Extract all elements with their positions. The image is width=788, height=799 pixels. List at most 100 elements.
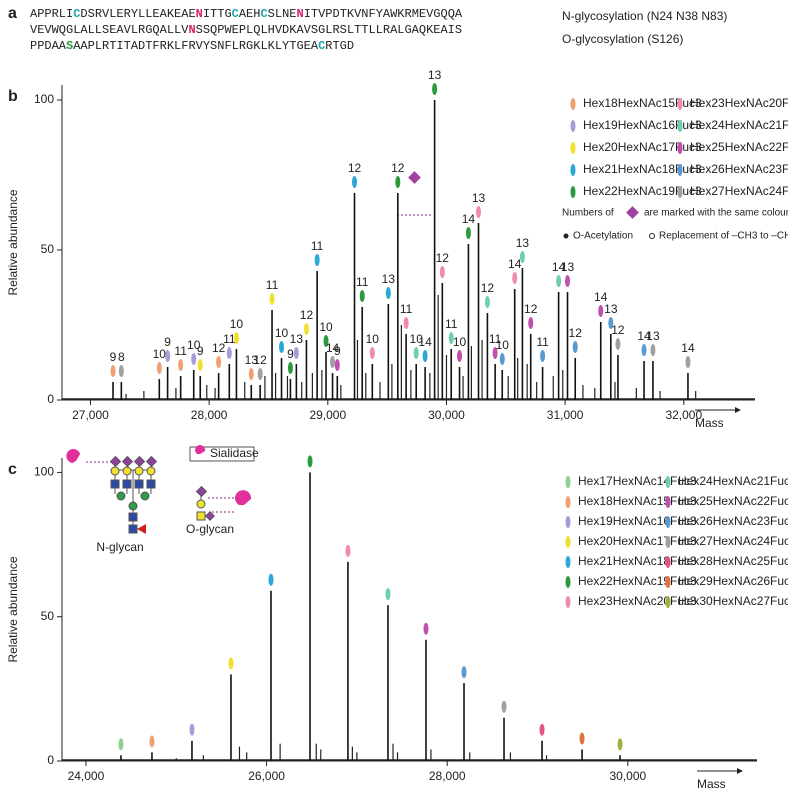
glycoform-marker: [617, 738, 623, 751]
glycoform-marker: [369, 347, 375, 359]
peak-label: 9: [164, 335, 171, 349]
peak-label: 13: [382, 272, 396, 286]
sequence-segment: N: [196, 7, 203, 21]
legend-swatch: [570, 98, 576, 110]
sequence-segment: ITTG: [203, 7, 232, 21]
glycoform-marker: [476, 206, 482, 218]
y-tick-label: 100: [34, 465, 54, 479]
peak-label: 10: [187, 338, 201, 352]
glycoform-marker: [307, 455, 313, 468]
peak-label: 10: [319, 320, 333, 334]
glycoform-marker: [519, 251, 525, 263]
sequence-segment: PPDAA: [30, 39, 67, 53]
glycoform-marker: [484, 296, 490, 308]
glycoform-marker: [499, 353, 505, 365]
glycoform-marker: [345, 544, 351, 557]
sequence-segment: SSQPWEPLQLHVDKAVSGLRSLTTLLRALGAQKEAIS: [196, 23, 462, 37]
peak-label: 9: [334, 344, 341, 358]
sequence-segment: AEH: [239, 7, 261, 21]
glycoform-marker: [572, 341, 578, 353]
glycoform-marker: [448, 332, 454, 344]
legend-label: Hex27HexNAc24Fuc3: [678, 534, 788, 548]
x-tick-label: 30,000: [428, 408, 465, 422]
mass-arrow-head: [735, 407, 741, 413]
sequence-segment: C: [73, 7, 80, 21]
legend-label: Hex26HexNAc23Fuc3: [678, 514, 788, 528]
legend-swatch: [665, 536, 671, 548]
legend-label: Hex18HexNAc15Fuc3: [583, 96, 702, 110]
peak-label: 13: [604, 302, 618, 316]
legend-label: Hex19HexNAc16Fuc3: [583, 118, 702, 132]
legend-swatch: [565, 596, 571, 608]
peak-label: 12: [569, 326, 583, 340]
sequence-segment: AAPLRTITADTFRKLFRVYSNFLRGKLKLYTGEA: [73, 39, 319, 53]
glycoform-marker: [189, 723, 195, 736]
glycoform-marker: [226, 347, 232, 359]
glycoform-marker: [422, 350, 428, 362]
legend-swatch: [570, 142, 576, 154]
y-axis-label: Relative abundance: [6, 189, 20, 295]
glycoform-marker: [385, 588, 391, 601]
peak-label: 11: [445, 317, 458, 331]
sequence-segment: C: [260, 7, 267, 21]
legend-swatch: [677, 98, 683, 110]
sequence-segment: SLNE: [268, 7, 297, 21]
peak-label: 13: [428, 68, 442, 82]
glycoform-marker: [118, 365, 124, 377]
y-tick-label: 0: [47, 392, 54, 406]
glycoform-marker: [287, 362, 293, 374]
peak-label: 11: [356, 275, 369, 289]
glycoform-marker: [465, 227, 471, 239]
peak-label: 11: [489, 332, 502, 346]
peak-label: 10: [366, 332, 380, 346]
glycoform-marker: [268, 573, 274, 586]
legend-swatch: [565, 496, 571, 508]
peak-label: 9: [110, 350, 117, 364]
peak-label: 11: [536, 335, 549, 349]
sequence-segment: APPRLI: [30, 7, 73, 21]
glycoform-marker: [293, 347, 299, 359]
glycoform-marker: [228, 657, 234, 670]
y-tick-label: 0: [47, 753, 54, 767]
glycoform-marker: [395, 176, 401, 188]
legend-swatch: [570, 164, 576, 176]
legend-label: Hex23HexNAc20Fuc3: [690, 96, 788, 110]
x-tick-label: 29,000: [309, 408, 346, 422]
glycoform-marker: [257, 368, 263, 380]
glycoform-marker: [330, 356, 336, 368]
sequence-segment: DSRVLERYLLEAKEAE: [80, 7, 195, 21]
peak-label: 13: [472, 191, 486, 205]
glycoform-marker: [233, 332, 239, 344]
peak-label: 10: [453, 335, 467, 349]
glycosylation-note: O-glycosylation (S126): [562, 32, 683, 46]
glycoform-marker: [439, 266, 445, 278]
glycoform-marker: [191, 353, 197, 365]
peak-label: 14: [637, 329, 651, 343]
x-axis-label: Mass: [697, 777, 726, 791]
glycoform-marker: [650, 344, 656, 356]
legend-swatch: [665, 596, 671, 608]
sequence-line: VEVWQGLALLSEAVLRGQALLVNSSQPWEPLQLHVDKAVS…: [30, 23, 462, 37]
x-tick-label: 24,000: [68, 769, 105, 783]
glycoform-marker: [334, 359, 340, 371]
glycoform-marker: [314, 254, 320, 266]
legend-label: Hex26HexNAc23Fuc3: [690, 162, 788, 176]
sequence-line: PPDAASAAPLRTITADTFRKLFRVYSNFLRGKLKLYTGEA…: [30, 39, 354, 53]
legend-swatch: [565, 516, 571, 528]
peak-label: 8: [118, 350, 125, 364]
glycoform-marker: [323, 335, 329, 347]
glycoform-marker: [598, 305, 604, 317]
peak-label: 11: [266, 278, 279, 292]
peak-label: 14: [462, 212, 476, 226]
legend-swatch: [665, 516, 671, 528]
peak-label: 12: [524, 302, 538, 316]
glycoform-marker: [165, 350, 171, 362]
glycoform-marker: [149, 735, 155, 748]
peak-label: 13: [646, 329, 660, 343]
glycoform-marker: [156, 362, 162, 374]
mass-arrow-head: [737, 768, 743, 774]
sequence-segment: VEVWQGLALLSEAVLRGQALLV: [30, 23, 189, 37]
peak-label: 12: [391, 161, 405, 175]
sequence-segment: S: [66, 39, 73, 53]
glycoform-marker: [359, 290, 365, 302]
